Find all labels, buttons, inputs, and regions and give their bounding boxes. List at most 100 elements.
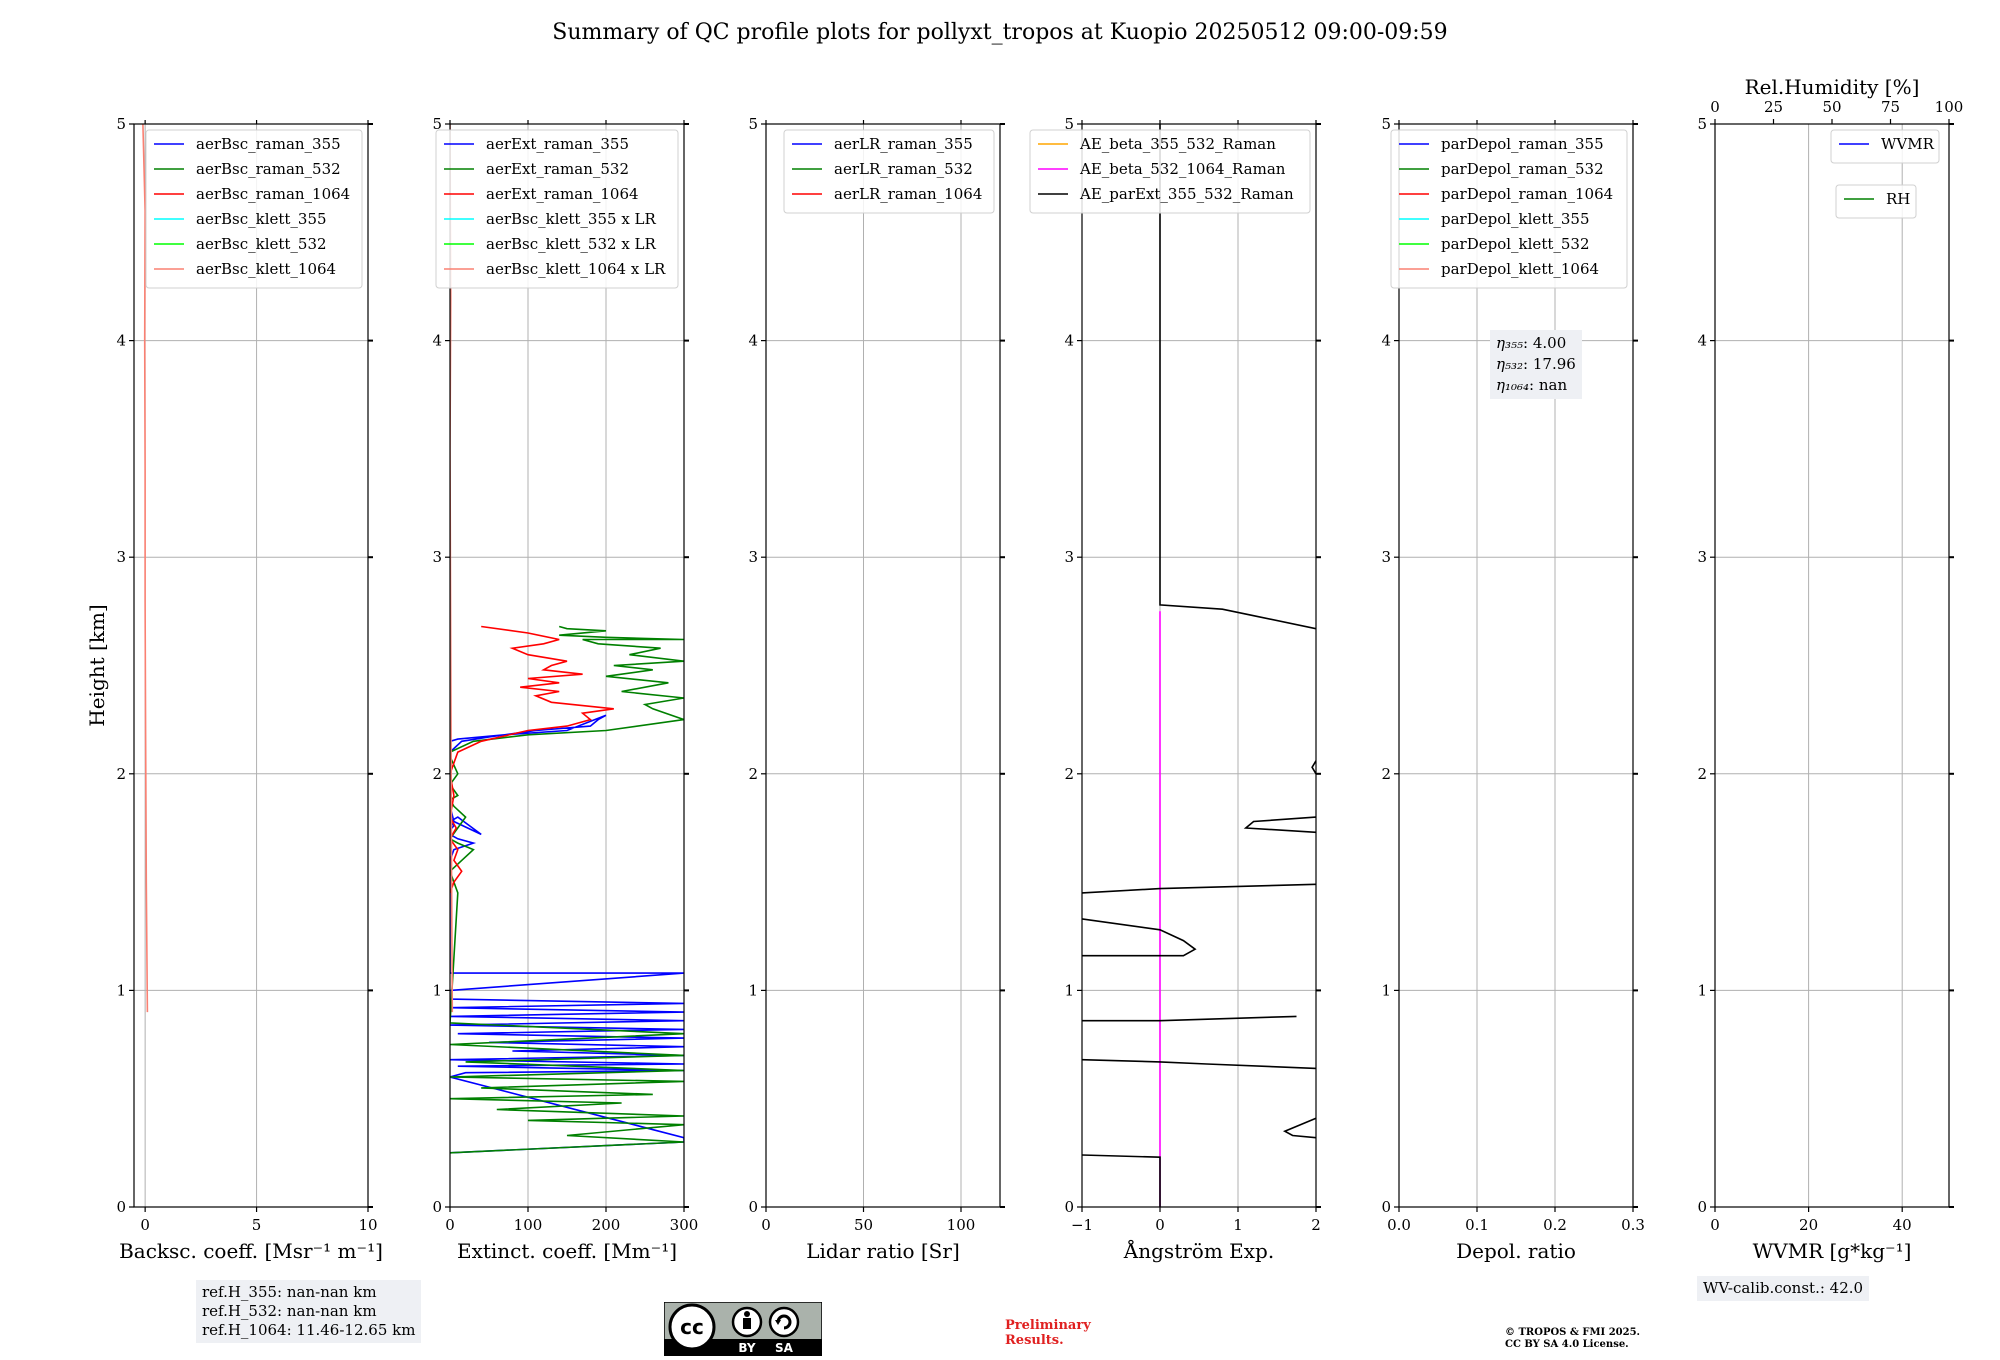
legend-entry: aerLR_raman_355 <box>834 135 973 153</box>
ref-height-355: ref.H_355: nan-nan km <box>202 1283 377 1301</box>
legend-entry: aerBsc_klett_355 x LR <box>486 210 657 228</box>
cc-circle-icon <box>668 1303 716 1351</box>
legend-frame <box>145 129 363 289</box>
top-x-tick-label: 0 <box>1710 98 1720 116</box>
x-tick-label: 100 <box>947 1216 976 1234</box>
eta-1064: η₁₀₆₄: nan <box>1496 375 1576 396</box>
legend-entry: aerBsc_raman_1064 <box>196 185 350 203</box>
y-tick-label: 5 <box>1064 115 1074 133</box>
y-tick-label: 5 <box>432 115 442 133</box>
y-tick-label: 1 <box>1064 981 1074 999</box>
panel-depol: 0.0 0.1 0.2 0.3 0 1 2 3 4 5 Depol. ratio parDepol_r… <box>1381 115 1644 1263</box>
legend-entry: AE_beta_355_532_Raman <box>1079 135 1276 153</box>
legend-frame <box>1830 129 1940 164</box>
legend-frame <box>1835 184 1917 219</box>
ref-heights-box: ref.H_355: nan-nan km ref.H_532: nan-nan… <box>196 1280 422 1343</box>
legend: WVMR <box>1830 129 1940 164</box>
axes-frame <box>1398 123 1634 1208</box>
legend-frame <box>1390 129 1628 289</box>
cc-by-sa-license-icon: cc BY SA <box>664 1302 822 1356</box>
axes-frame <box>133 123 369 1208</box>
y-tick-label: 5 <box>1697 115 1707 133</box>
x-tick-label: 0.1 <box>1465 1216 1489 1234</box>
ref-height-532: ref.H_532: nan-nan km <box>202 1302 377 1320</box>
eta-355-label: η₃₅₅ <box>1496 334 1524 352</box>
y-tick-label: 0 <box>748 1198 758 1216</box>
eta-1064-label: η₁₀₆₄ <box>1496 376 1530 394</box>
legend-rh: RH <box>1835 184 1917 219</box>
y-tick-label: 0 <box>1697 1198 1707 1216</box>
eta-1064-value: : nan <box>1529 376 1568 394</box>
eta-values-box: η₃₅₅: 4.00 η₅₃₂: 17.96 η₁₀₆₄: nan <box>1490 330 1582 399</box>
y-tick-label: 4 <box>432 332 442 350</box>
preliminary-note: Preliminary Results. <box>1005 1318 1091 1348</box>
wv-calib-box: WV-calib.const.: 42.0 <box>1697 1276 1870 1301</box>
y-tick-label: 3 <box>748 548 758 566</box>
legend-entry: WVMR <box>1881 135 1935 153</box>
x-tick-label: 0.2 <box>1543 1216 1567 1234</box>
legend-entry: aerBsc_klett_532 <box>196 235 327 253</box>
series-group <box>142 124 149 1013</box>
series-line-aerExt_raman_1064 <box>450 625 614 894</box>
x-tick-label: 5 <box>252 1216 262 1234</box>
y-tick-label: 4 <box>1381 332 1391 350</box>
legend-entry: aerLR_raman_532 <box>834 160 973 178</box>
series-line-AE_parExt_355_532_Raman <box>1082 124 1316 1207</box>
x-tick-label: 2 <box>1311 1216 1321 1234</box>
y-tick-label: 1 <box>432 981 442 999</box>
y-tick-label: 0 <box>116 1198 126 1216</box>
y-tick-label: 4 <box>116 332 126 350</box>
series-line-aerBsc_klett_1064 <box>142 124 149 1013</box>
top-x-tick-label: 25 <box>1764 98 1783 116</box>
eta-532-value: : 17.96 <box>1523 355 1576 373</box>
x-axis-label: Extinct. coeff. [Mm⁻¹] <box>457 1239 677 1263</box>
x-tick-label: 0 <box>140 1216 150 1234</box>
x-axis-label: Lidar ratio [Sr] <box>806 1239 960 1263</box>
legend-frame <box>1029 129 1311 214</box>
legend: parDepol_raman_355 parDepol_raman_532 parD… <box>1390 129 1628 289</box>
y-tick-label: 1 <box>1697 981 1707 999</box>
copyright-line-2: CC BY SA 4.0 License. <box>1505 1339 1629 1350</box>
y-tick-label: 0 <box>432 1198 442 1216</box>
y-tick-label: 3 <box>1697 548 1707 566</box>
y-tick-label: 4 <box>748 332 758 350</box>
legend-entry: parDepol_klett_355 <box>1441 210 1590 228</box>
y-tick-label: 2 <box>1697 765 1707 783</box>
x-axis-label: Ångström Exp. <box>1123 1238 1274 1263</box>
wv-calib-text: WV-calib.const.: 42.0 <box>1703 1279 1864 1297</box>
y-tick-label: 2 <box>116 765 126 783</box>
x-tick-label: 0 <box>1710 1216 1720 1234</box>
legend-entry: aerBsc_klett_532 x LR <box>486 235 657 253</box>
legend-entry: parDepol_klett_1064 <box>1441 260 1599 278</box>
x-axis-label: Backsc. coeff. [Msr⁻¹ m⁻¹] <box>119 1239 383 1263</box>
legend-entry: aerExt_raman_355 <box>486 135 629 153</box>
legend: aerLR_raman_355 aerLR_raman_532 aerLR_rama… <box>783 129 995 214</box>
legend-entry: aerBsc_klett_1064 x LR <box>486 260 666 278</box>
x-axis-label: WVMR [g*kg⁻¹] <box>1753 1239 1912 1263</box>
sa-label: SA <box>775 1341 794 1355</box>
legend-entry: aerBsc_raman_532 <box>196 160 341 178</box>
panel-lidar-ratio: 0 50 100 0 1 2 3 4 5 Lidar ratio [Sr] aerLR_raman_… <box>748 115 1005 1263</box>
axes-frame <box>1714 123 1950 1208</box>
legend: aerBsc_raman_355 aerBsc_raman_532 aerBsc_r… <box>145 129 363 289</box>
legend-entry: aerBsc_klett_1064 <box>196 260 336 278</box>
y-axis-label: Height [km] <box>85 604 109 726</box>
x-tick-label: 1 <box>1233 1216 1243 1234</box>
top-x-tick-label: 100 <box>1935 98 1964 116</box>
legend-entry: aerExt_raman_532 <box>486 160 629 178</box>
y-tick-label: 0 <box>1064 1198 1074 1216</box>
copyright-line-1: © TROPOS & FMI 2025. <box>1505 1327 1641 1338</box>
copyright-note: © TROPOS & FMI 2025. CC BY SA 4.0 Licens… <box>1505 1327 1640 1351</box>
series-group <box>1082 124 1316 1207</box>
x-tick-label: 0 <box>445 1216 455 1234</box>
eta-355: η₃₅₅: 4.00 <box>1496 333 1576 354</box>
cc-text: cc <box>680 1315 704 1339</box>
y-tick-label: 2 <box>1064 765 1074 783</box>
x-tick-label: 200 <box>592 1216 621 1234</box>
legend-entry: RH <box>1886 190 1910 208</box>
y-tick-label: 2 <box>432 765 442 783</box>
axes-frame <box>1081 123 1317 1208</box>
top-x-tick-label: 50 <box>1822 98 1841 116</box>
